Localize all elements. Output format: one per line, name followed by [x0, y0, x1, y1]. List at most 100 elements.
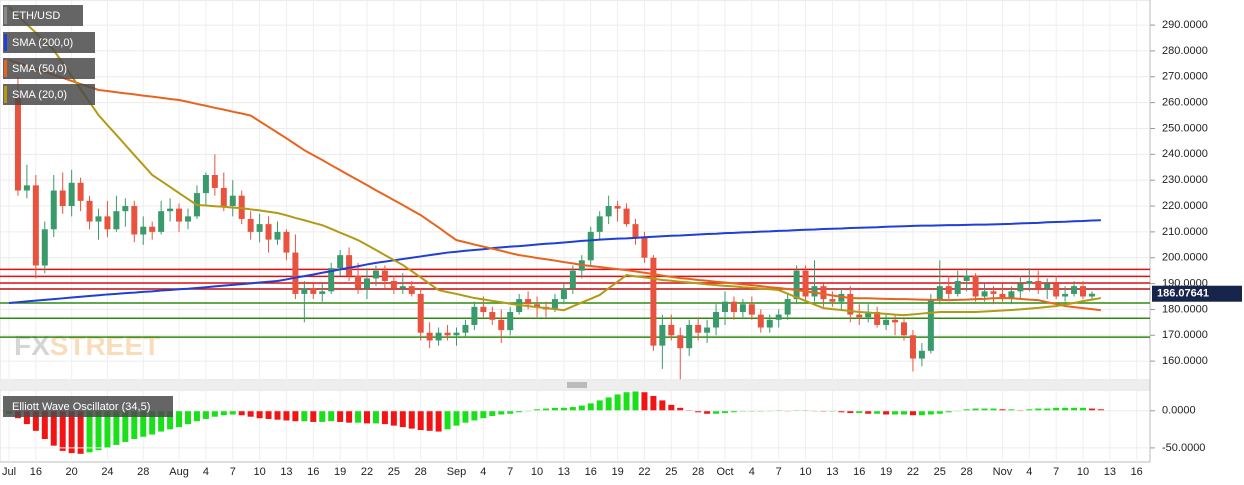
oscillator-bar [927, 410, 934, 415]
x-tick-label: 13 [280, 466, 292, 478]
candle-body [131, 206, 138, 235]
candle-body [167, 208, 174, 212]
candle-body [901, 322, 907, 336]
oscillator-bar [892, 410, 899, 415]
oscillator-bar [399, 410, 406, 428]
oscillator-bar [874, 410, 881, 414]
oscillator-bar [516, 410, 523, 413]
x-tick-label: 7 [1053, 466, 1059, 478]
oscillator-bar [489, 410, 496, 416]
candle-body [489, 312, 496, 320]
candle-body [945, 286, 952, 294]
sma-line [8, 6, 1102, 317]
oscillator-bar [59, 410, 66, 451]
candle-body [68, 182, 75, 207]
oscillator-bar [990, 408, 997, 411]
oscillator-bar [23, 410, 30, 425]
candle-body [954, 280, 961, 294]
candle-body [587, 231, 594, 261]
oscillator-bar [50, 410, 57, 446]
candle-body [23, 185, 30, 191]
oscillator-bar [865, 410, 872, 414]
oscillator-bar [202, 410, 209, 419]
oscillator-bar [623, 392, 630, 411]
oscillator-bar [650, 395, 657, 411]
candle-body [730, 301, 737, 313]
candle-body [623, 208, 630, 225]
candle-body [569, 270, 576, 289]
oscillator-bar [256, 410, 263, 419]
x-tick-label: 28 [415, 466, 427, 478]
oscillator-bar [1035, 408, 1042, 411]
splitter-grip[interactable] [567, 382, 587, 388]
x-tick-label: 19 [611, 466, 623, 478]
x-tick-label: 4 [203, 466, 209, 478]
oscillator-bar [981, 408, 988, 411]
watermark-part: STREET [50, 330, 160, 361]
candle-body [202, 175, 209, 194]
x-tick-label: 10 [1077, 466, 1089, 478]
candle-body [507, 312, 514, 331]
candle-body [435, 332, 442, 341]
candle-body [820, 286, 827, 300]
oscillator-bar [211, 410, 218, 417]
oscillator-bar [722, 410, 728, 414]
candle-body [963, 275, 970, 281]
candle-body [319, 291, 326, 294]
candle-body [480, 306, 487, 313]
oscillator-bar [453, 410, 460, 426]
candle-body [892, 319, 899, 323]
candle-body [766, 319, 773, 328]
x-tick-label: 28 [692, 466, 704, 478]
candle-body [981, 291, 988, 297]
oscillator-bar [587, 403, 594, 411]
oscillator-bar [847, 410, 854, 414]
candle-body [847, 293, 854, 315]
candle-body [220, 187, 227, 207]
x-tick-label: 16 [853, 466, 865, 478]
candle-body [722, 301, 728, 313]
oscillator-bar [104, 410, 111, 448]
oscillator-bar [534, 409, 541, 411]
oscillator-bar [176, 410, 183, 428]
oscillator-bar [381, 410, 388, 425]
oscillator-bar [695, 410, 702, 413]
candle-body [596, 216, 603, 232]
oscillator-bar [856, 410, 863, 414]
oscillator-bar [346, 410, 353, 423]
y-tick-label: 240.0000 [1162, 148, 1208, 160]
watermark-part: FX [14, 330, 50, 361]
candle-body [122, 206, 129, 212]
y-tick-label: 230.0000 [1162, 174, 1208, 186]
x-tick-label: Jul [2, 466, 16, 478]
oscillator-bar [668, 404, 675, 411]
candle-body [1035, 280, 1042, 289]
candle-body [462, 324, 469, 333]
candle-body [856, 314, 863, 318]
candle-body [355, 275, 362, 289]
candle-body [328, 268, 335, 292]
candle-body [390, 280, 397, 289]
x-tick-label: 7 [776, 466, 782, 478]
oscillator-bar [185, 410, 191, 425]
price-label-box [1152, 285, 1242, 302]
oscillator-bar [149, 410, 156, 435]
oscillator-bar [1062, 407, 1069, 411]
x-tick-label: 28 [137, 466, 149, 478]
x-tick-label: 25 [934, 466, 946, 478]
legend-label: SMA (200,0) [12, 37, 73, 49]
candle-body [408, 286, 415, 294]
candle-body [247, 218, 254, 232]
legend-swatch [4, 7, 7, 24]
candle-body [748, 304, 755, 315]
candle-body [471, 306, 478, 325]
oscillator-bar [596, 400, 603, 411]
oscillator-bar [131, 410, 138, 439]
legend-box [3, 32, 95, 53]
oscillator-bar [1088, 408, 1095, 411]
candle-body [176, 208, 183, 222]
oscillator-bar [730, 410, 737, 413]
candle-body [399, 286, 406, 289]
